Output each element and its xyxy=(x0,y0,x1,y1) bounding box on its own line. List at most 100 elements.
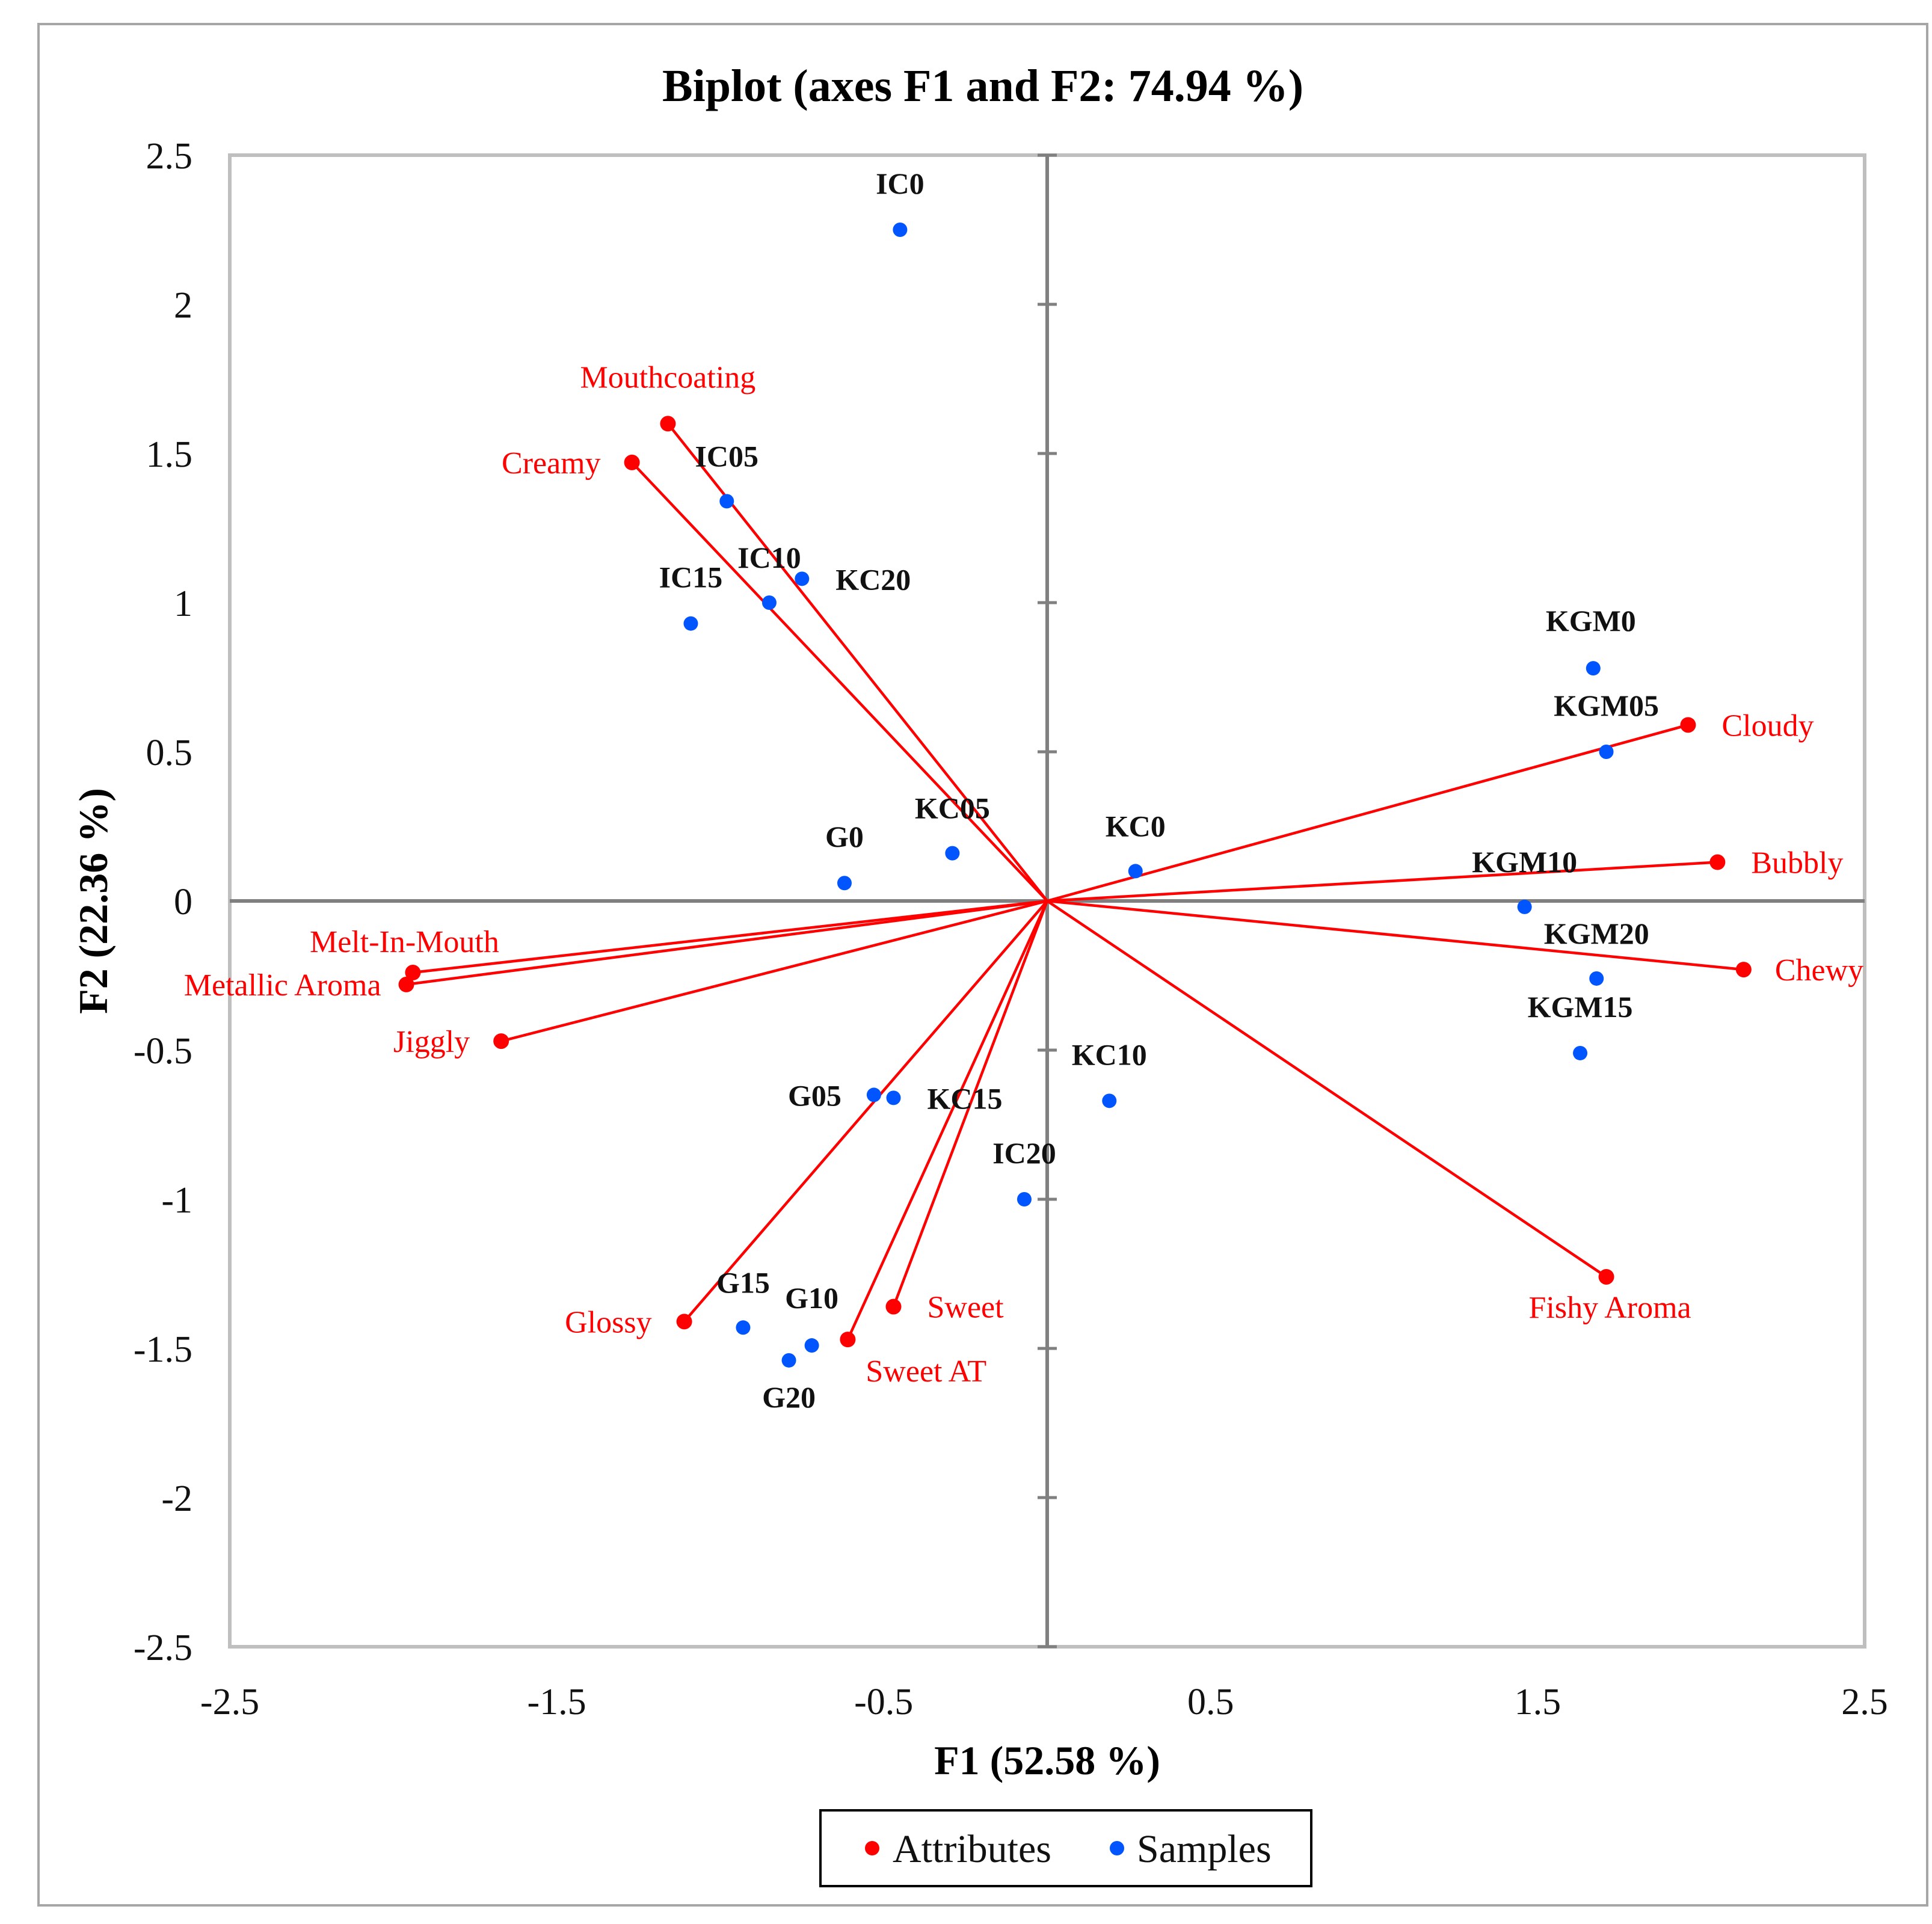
attribute-point-sweet-at xyxy=(840,1332,856,1348)
x-axis-tick-labels: -2.5 -1.5 -0.5 0.5 1.5 2.5 xyxy=(200,1682,1888,1723)
x-tick-label-2: -0.5 xyxy=(854,1682,913,1723)
sample-label-kgm10: KGM10 xyxy=(1472,845,1577,879)
sample-label-kgm0: KGM0 xyxy=(1546,604,1636,638)
attribute-point-mouthcoating xyxy=(660,416,676,432)
sample-label-g10: G10 xyxy=(785,1281,838,1315)
attribute-label-metallic-aroma: Metallic Aroma xyxy=(184,968,381,1003)
y-axis-tick-marks xyxy=(1038,153,1057,1649)
attribute-label-sweet-at: Sweet AT xyxy=(866,1354,986,1389)
attribute-label-sweet: Sweet xyxy=(928,1291,1004,1325)
sample-point-g20 xyxy=(781,1353,796,1368)
attribute-point-chewy xyxy=(1735,962,1752,978)
sample-label-g15: G15 xyxy=(716,1265,770,1299)
sample-label-ic05: IC05 xyxy=(695,439,758,473)
attribute-point-fishy-aroma xyxy=(1598,1268,1614,1285)
vector-cloudy xyxy=(1047,724,1689,903)
point-labels: Mouthcoating Creamy Cloudy Bubbly Chewy Melt-… xyxy=(184,167,1863,1414)
sample-point-kc15 xyxy=(886,1090,901,1105)
legend-samples-label: Samples xyxy=(1137,1827,1272,1871)
x-axis-title: F1 (52.58 %) xyxy=(934,1738,1160,1783)
sample-point-ic20 xyxy=(1017,1192,1032,1206)
sample-label-g20: G20 xyxy=(762,1380,816,1414)
sample-label-g05: G05 xyxy=(788,1078,841,1112)
vector-fishy-aroma xyxy=(1046,900,1607,1278)
sample-point-ic15 xyxy=(683,616,698,631)
sample-label-kgm20: KGM20 xyxy=(1544,917,1649,950)
sample-point-ic0 xyxy=(893,223,908,237)
sample-point-ic05 xyxy=(719,494,734,509)
attribute-label-mouthcoating: Mouthcoating xyxy=(580,360,756,395)
legend-box xyxy=(819,1809,1312,1887)
vector-creamy xyxy=(630,461,1048,902)
x-tick-label-5: 2.5 xyxy=(1841,1682,1888,1723)
attribute-label-fishy-aroma: Fishy Aroma xyxy=(1528,1291,1691,1325)
attribute-points xyxy=(398,416,1752,1348)
y-tick-label-4: 0.5 xyxy=(146,733,193,773)
sample-point-kc0 xyxy=(1128,864,1143,879)
sample-label-ic10: IC10 xyxy=(737,541,801,574)
sample-point-g0 xyxy=(837,876,852,891)
x-tick-label-3: 0.5 xyxy=(1187,1682,1234,1723)
sample-label-kgm15: KGM15 xyxy=(1528,990,1633,1024)
attribute-label-creamy: Creamy xyxy=(502,446,601,481)
sample-point-kgm15 xyxy=(1573,1045,1588,1060)
attribute-label-glossy: Glossy xyxy=(565,1305,651,1339)
sample-label-kgm05: KGM05 xyxy=(1554,689,1659,722)
y-tick-label-8: -1.5 xyxy=(134,1329,192,1370)
sample-label-kc05: KC05 xyxy=(915,791,990,825)
vector-glossy xyxy=(683,900,1048,1323)
vector-sweet xyxy=(892,900,1049,1308)
sample-point-kgm0 xyxy=(1586,661,1601,676)
sample-point-kc20 xyxy=(795,571,810,586)
attribute-point-glossy xyxy=(676,1314,692,1330)
vector-metallic-aroma xyxy=(406,899,1048,986)
sample-label-ic0: IC0 xyxy=(876,167,924,200)
x-tick-label-0: -2.5 xyxy=(200,1682,259,1723)
y-axis-title: F2 (22.36 %) xyxy=(70,788,116,1014)
legend-attributes-label: Attributes xyxy=(893,1827,1051,1871)
y-tick-label-0: 2.5 xyxy=(146,136,193,177)
vector-melt-in-mouth xyxy=(413,899,1048,974)
sample-point-g05 xyxy=(866,1087,881,1102)
vector-bubbly xyxy=(1047,861,1718,903)
attribute-vectors xyxy=(406,423,1744,1341)
attribute-label-melt-in-mouth: Melt-In-Mouth xyxy=(310,925,499,959)
attribute-label-jiggly: Jiggly xyxy=(393,1025,470,1059)
sample-point-kc05 xyxy=(945,846,960,861)
x-tick-label-4: 1.5 xyxy=(1515,1682,1561,1723)
sample-point-kgm10 xyxy=(1517,899,1532,914)
attribute-label-cloudy: Cloudy xyxy=(1721,708,1814,743)
attribute-point-melt-in-mouth xyxy=(405,965,421,981)
sample-label-ic15: IC15 xyxy=(659,561,723,594)
vector-jiggly xyxy=(500,899,1048,1043)
y-tick-label-10: -2.5 xyxy=(134,1627,192,1668)
sample-label-kc10: KC10 xyxy=(1072,1037,1147,1071)
sample-point-kgm20 xyxy=(1589,971,1604,986)
chart-title: Biplot (axes F1 and F2: 74.94 %) xyxy=(662,61,1303,111)
sample-point-ic10 xyxy=(761,595,777,610)
sample-point-kc10 xyxy=(1102,1093,1117,1108)
sample-point-kgm05 xyxy=(1599,745,1614,759)
sample-label-g0: G0 xyxy=(825,820,864,853)
attribute-point-bubbly xyxy=(1709,854,1726,870)
y-tick-label-5: 0 xyxy=(174,882,192,923)
y-tick-label-1: 2 xyxy=(174,285,192,326)
legend: Attributes Samples xyxy=(819,1809,1312,1887)
sample-points xyxy=(683,223,1614,1368)
attribute-label-chewy: Chewy xyxy=(1775,953,1863,988)
vector-chewy xyxy=(1047,899,1744,971)
sample-label-kc0: KC0 xyxy=(1106,809,1166,843)
attribute-point-creamy xyxy=(624,454,640,470)
y-tick-label-9: -2 xyxy=(161,1478,192,1519)
sample-point-g15 xyxy=(736,1320,751,1335)
attribute-point-sweet xyxy=(885,1299,902,1315)
sample-label-kc20: KC20 xyxy=(835,562,911,596)
x-tick-label-1: -1.5 xyxy=(528,1682,586,1723)
sample-point-g10 xyxy=(804,1338,819,1353)
vector-sweet-at xyxy=(846,900,1049,1341)
attribute-point-cloudy xyxy=(1680,717,1696,733)
attribute-point-jiggly xyxy=(493,1033,509,1050)
legend-samples-marker xyxy=(1110,1841,1124,1855)
y-tick-label-2: 1.5 xyxy=(146,434,193,475)
